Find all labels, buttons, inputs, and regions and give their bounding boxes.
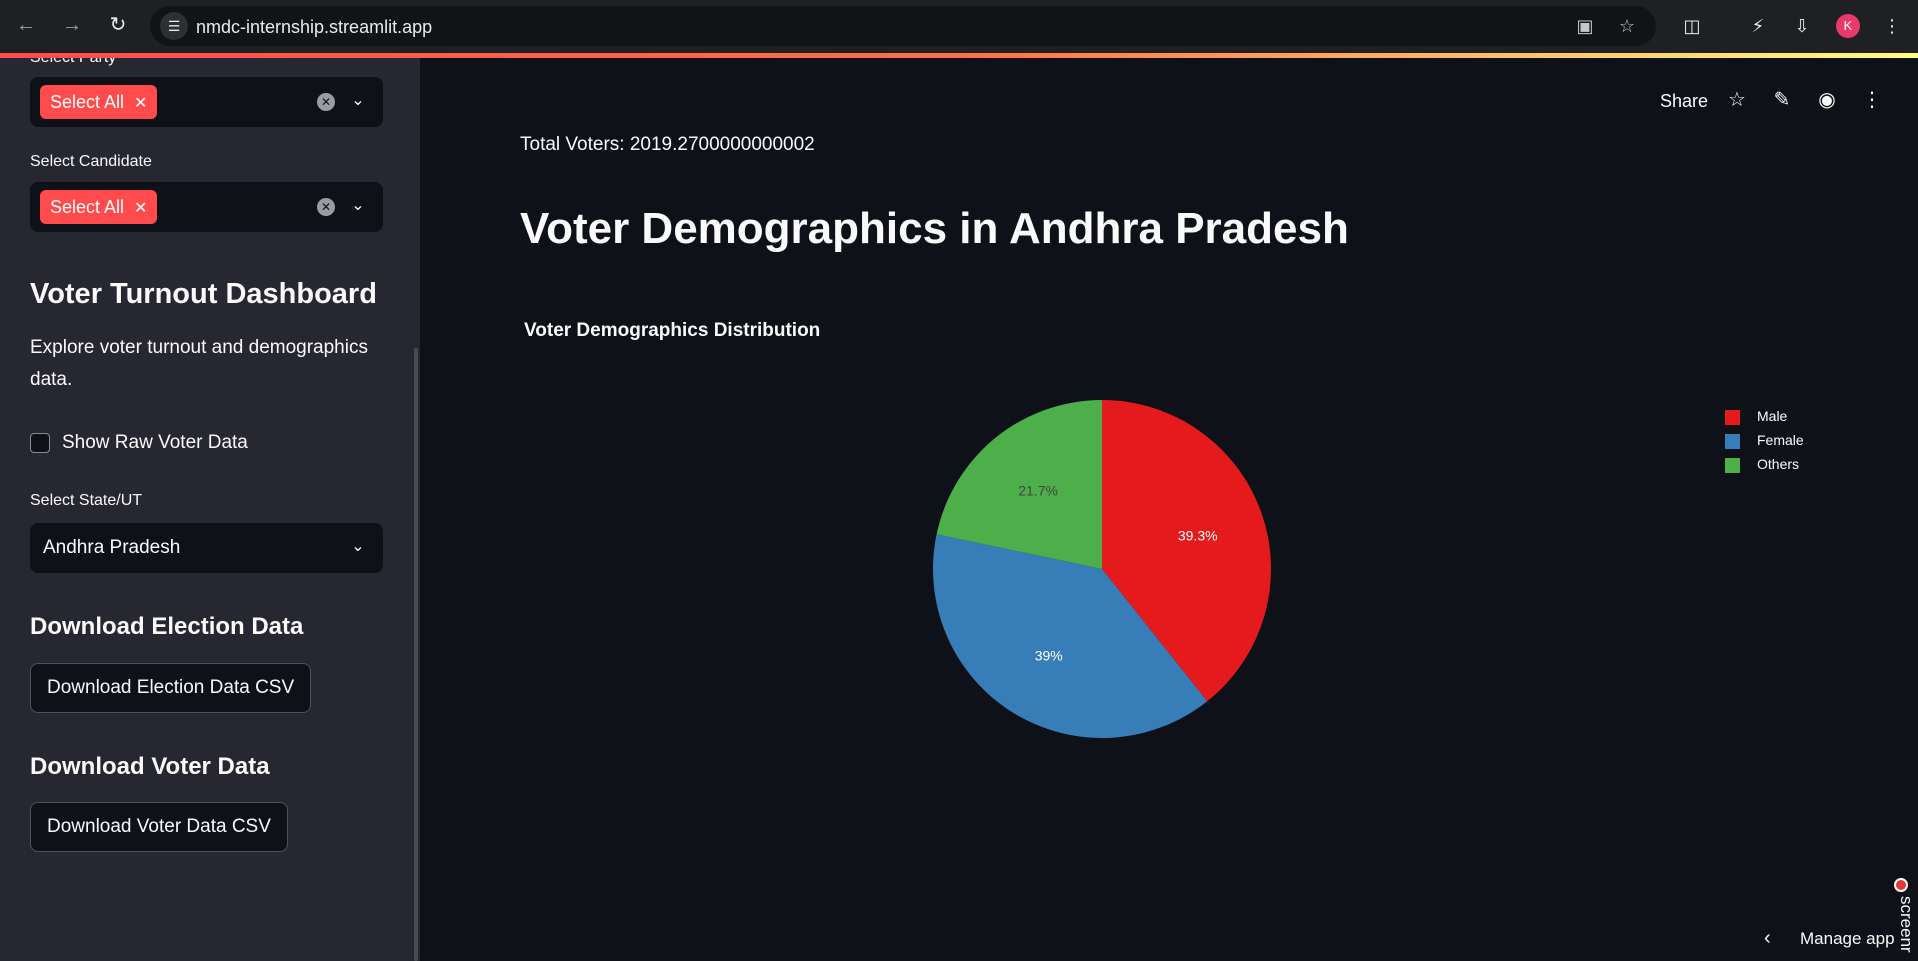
state-label: Select State/UT	[30, 492, 143, 509]
legend-label: Female	[1757, 432, 1804, 448]
download-election-heading: Download Election Data	[30, 613, 304, 640]
download-election-button[interactable]: Download Election Data CSV	[30, 663, 312, 713]
site-info-icon[interactable]: ☰	[160, 12, 188, 40]
download-voter-button[interactable]: Download Voter Data CSV	[30, 802, 288, 852]
remove-tag-icon[interactable]: ✕	[134, 95, 148, 112]
streamlit-header-decoration	[0, 53, 1918, 58]
raw-data-checkbox[interactable]	[30, 433, 50, 453]
party-tag-select-all[interactable]: Select All ✕	[40, 85, 158, 119]
total-voters: Total Voters: 2019.2700000000002	[520, 134, 815, 155]
slice-label-male: 39.3%	[1178, 528, 1218, 544]
sidebar-scrollbar[interactable]	[414, 348, 418, 961]
browser-menu-icon[interactable]: ⋮	[1883, 16, 1901, 36]
star-icon[interactable]: ☆	[1728, 89, 1746, 111]
sidebar: Select Party Select All ✕ ✕ ⌄ Select Cand…	[0, 58, 420, 961]
state-select-value: Andhra Pradesh	[43, 537, 181, 558]
share-button[interactable]: Share	[1660, 91, 1709, 111]
forward-icon[interactable]: →	[62, 14, 82, 36]
legend-label: Male	[1757, 408, 1788, 424]
github-icon[interactable]: ◉	[1818, 89, 1836, 111]
dashboard-description: Explore voter turnout and demographics d…	[30, 337, 368, 390]
install-app-icon[interactable]: ▣	[1576, 16, 1594, 36]
party-label: Select Party	[30, 58, 116, 67]
bookmark-star-icon[interactable]: ☆	[1618, 16, 1636, 36]
chevron-down-icon[interactable]: ⌄	[351, 92, 365, 109]
candidate-label: Select Candidate	[30, 153, 152, 170]
raw-data-label[interactable]: Show Raw Voter Data	[62, 432, 248, 453]
pie-slice-male[interactable]	[1102, 400, 1271, 702]
pie-chart: 39.3% 39% 21.7%	[932, 400, 1271, 739]
profile-avatar[interactable]: K	[1836, 14, 1860, 38]
candidate-tag-label: Select All	[50, 197, 125, 217]
reload-icon[interactable]: ↻	[109, 14, 127, 36]
main-content: 39.3% 39% 21.7% Share ☆ ✎ ◉ ⋮ Total Voters…	[420, 58, 1918, 961]
pie-slice-others[interactable]	[936, 400, 1102, 569]
remove-tag-icon[interactable]: ✕	[134, 200, 148, 217]
chevron-down-icon[interactable]: ⌄	[351, 197, 365, 214]
candidate-multiselect[interactable]: Select All ✕ ✕ ⌄	[30, 182, 383, 232]
app-menu-icon[interactable]: ⋮	[1862, 89, 1882, 111]
chevron-left-icon[interactable]: ‹	[1764, 927, 1771, 949]
performance-icon[interactable]: ⚡	[1751, 16, 1765, 36]
chevron-down-icon[interactable]: ⌄	[351, 538, 365, 555]
back-icon[interactable]: ←	[16, 14, 36, 36]
pie-slice-female[interactable]	[932, 534, 1208, 739]
edit-icon[interactable]: ✎	[1773, 89, 1791, 111]
downloads-icon[interactable]: ⇩	[1794, 16, 1810, 36]
party-multiselect[interactable]: Select All ✕ ✕ ⌄	[30, 77, 383, 127]
chart-title: Voter Demographics Distribution	[524, 320, 821, 341]
state-select[interactable]: Andhra Pradesh ⌄	[30, 523, 383, 573]
candidate-tag-select-all[interactable]: Select All ✕	[40, 190, 158, 224]
page-title: Voter Demographics in Andhra Pradesh	[520, 204, 1349, 253]
slice-label-others: 21.7%	[1018, 482, 1058, 498]
address-bar[interactable]: ☰ nmdc-internship.streamlit.app ▣ ☆	[150, 6, 1656, 46]
clear-icon[interactable]: ✕	[317, 198, 335, 216]
legend-swatch	[1725, 458, 1740, 473]
legend-swatch	[1725, 434, 1740, 449]
clear-icon[interactable]: ✕	[317, 93, 335, 111]
recording-icon	[1894, 878, 1908, 892]
download-voter-heading: Download Voter Data	[30, 753, 270, 780]
manage-app-button[interactable]: Manage app	[1800, 929, 1895, 948]
recording-label: screenr	[1897, 896, 1916, 953]
dashboard-heading: Voter Turnout Dashboard	[30, 278, 377, 310]
extensions-icon[interactable]: ◫	[1683, 16, 1701, 36]
party-tag-label: Select All	[50, 92, 125, 112]
slice-label-female: 39%	[1035, 647, 1063, 663]
legend-label: Others	[1757, 456, 1800, 472]
browser-toolbar: ← → ↻ ☰ nmdc-internship.streamlit.app ▣ …	[0, 0, 1918, 53]
url-text[interactable]: nmdc-internship.streamlit.app	[196, 17, 433, 37]
legend-swatch	[1725, 410, 1740, 425]
